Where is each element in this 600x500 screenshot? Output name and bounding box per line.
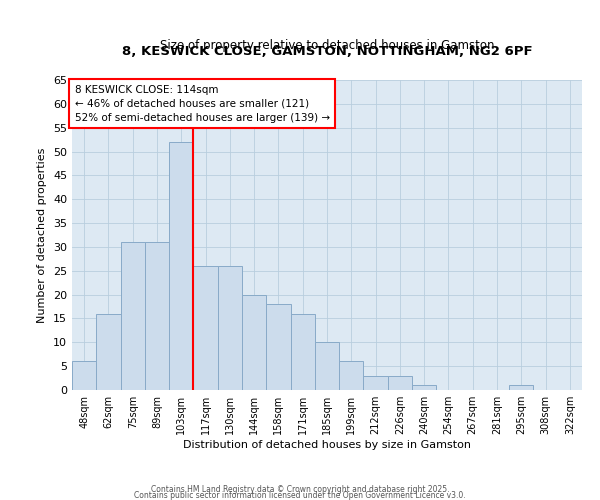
Bar xyxy=(509,385,533,390)
Bar xyxy=(72,362,96,390)
Bar xyxy=(388,376,412,390)
Text: 8, KESWICK CLOSE, GAMSTON, NOTTINGHAM, NG2 6PF: 8, KESWICK CLOSE, GAMSTON, NOTTINGHAM, N… xyxy=(122,46,532,59)
X-axis label: Distribution of detached houses by size in Gamston: Distribution of detached houses by size … xyxy=(183,440,471,450)
Bar xyxy=(145,242,169,390)
Bar xyxy=(266,304,290,390)
Bar xyxy=(218,266,242,390)
Text: 8 KESWICK CLOSE: 114sqm
← 46% of detached houses are smaller (121)
52% of semi-d: 8 KESWICK CLOSE: 114sqm ← 46% of detache… xyxy=(74,84,329,122)
Bar xyxy=(121,242,145,390)
Bar xyxy=(412,385,436,390)
Text: Contains public sector information licensed under the Open Government Licence v3: Contains public sector information licen… xyxy=(134,490,466,500)
Bar xyxy=(169,142,193,390)
Bar xyxy=(96,314,121,390)
Title: Size of property relative to detached houses in Gamston: Size of property relative to detached ho… xyxy=(160,40,494,52)
Bar xyxy=(315,342,339,390)
Bar xyxy=(290,314,315,390)
Bar xyxy=(242,294,266,390)
Y-axis label: Number of detached properties: Number of detached properties xyxy=(37,148,47,322)
Bar xyxy=(339,362,364,390)
Bar xyxy=(193,266,218,390)
Bar xyxy=(364,376,388,390)
Text: Contains HM Land Registry data © Crown copyright and database right 2025.: Contains HM Land Registry data © Crown c… xyxy=(151,484,449,494)
